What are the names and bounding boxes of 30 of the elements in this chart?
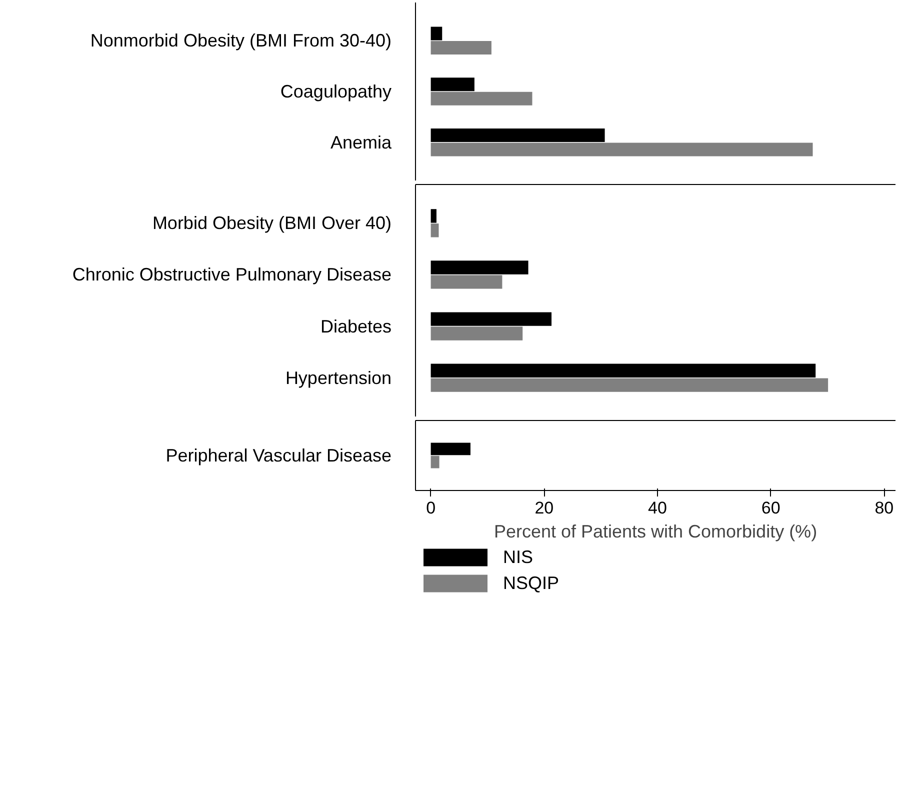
x-axis-title: Percent of Patients with Comorbidity (%) — [494, 522, 818, 542]
y-tick-label: Peripheral Vascular Disease — [166, 446, 392, 466]
bar — [430, 326, 523, 340]
bar — [430, 26, 442, 40]
y-tick-label: Morbid Obesity (BMI Over 40) — [152, 213, 392, 234]
bar — [430, 142, 813, 156]
bar — [430, 260, 528, 274]
bar — [430, 78, 474, 92]
x-tick-label: 40 — [648, 498, 667, 518]
y-tick-label: Anemia — [330, 132, 392, 152]
bar — [430, 364, 816, 378]
x-tick-label: 60 — [761, 498, 780, 518]
y-tick-label: Chronic Obstructive Pulmonary Disease — [72, 264, 392, 285]
legend-label: NSQIP — [503, 572, 560, 594]
bar — [430, 128, 605, 142]
bar — [430, 275, 502, 289]
bar — [430, 41, 492, 55]
bar — [430, 92, 532, 106]
y-tick-label: Coagulopathy — [280, 82, 392, 102]
bar — [430, 378, 828, 392]
y-tick-label: Hypertension — [285, 368, 392, 388]
y-tick-label: Nonmorbid Obesity (BMI From 30-40) — [90, 30, 392, 51]
bar — [430, 224, 439, 238]
legend-label: NIS — [503, 546, 534, 568]
bar — [430, 209, 436, 223]
bar — [430, 312, 552, 326]
x-tick-label: 20 — [534, 498, 554, 518]
y-tick-label: Diabetes — [320, 316, 392, 336]
x-tick-label: 0 — [426, 498, 436, 518]
x-tick-label: 80 — [874, 498, 894, 518]
